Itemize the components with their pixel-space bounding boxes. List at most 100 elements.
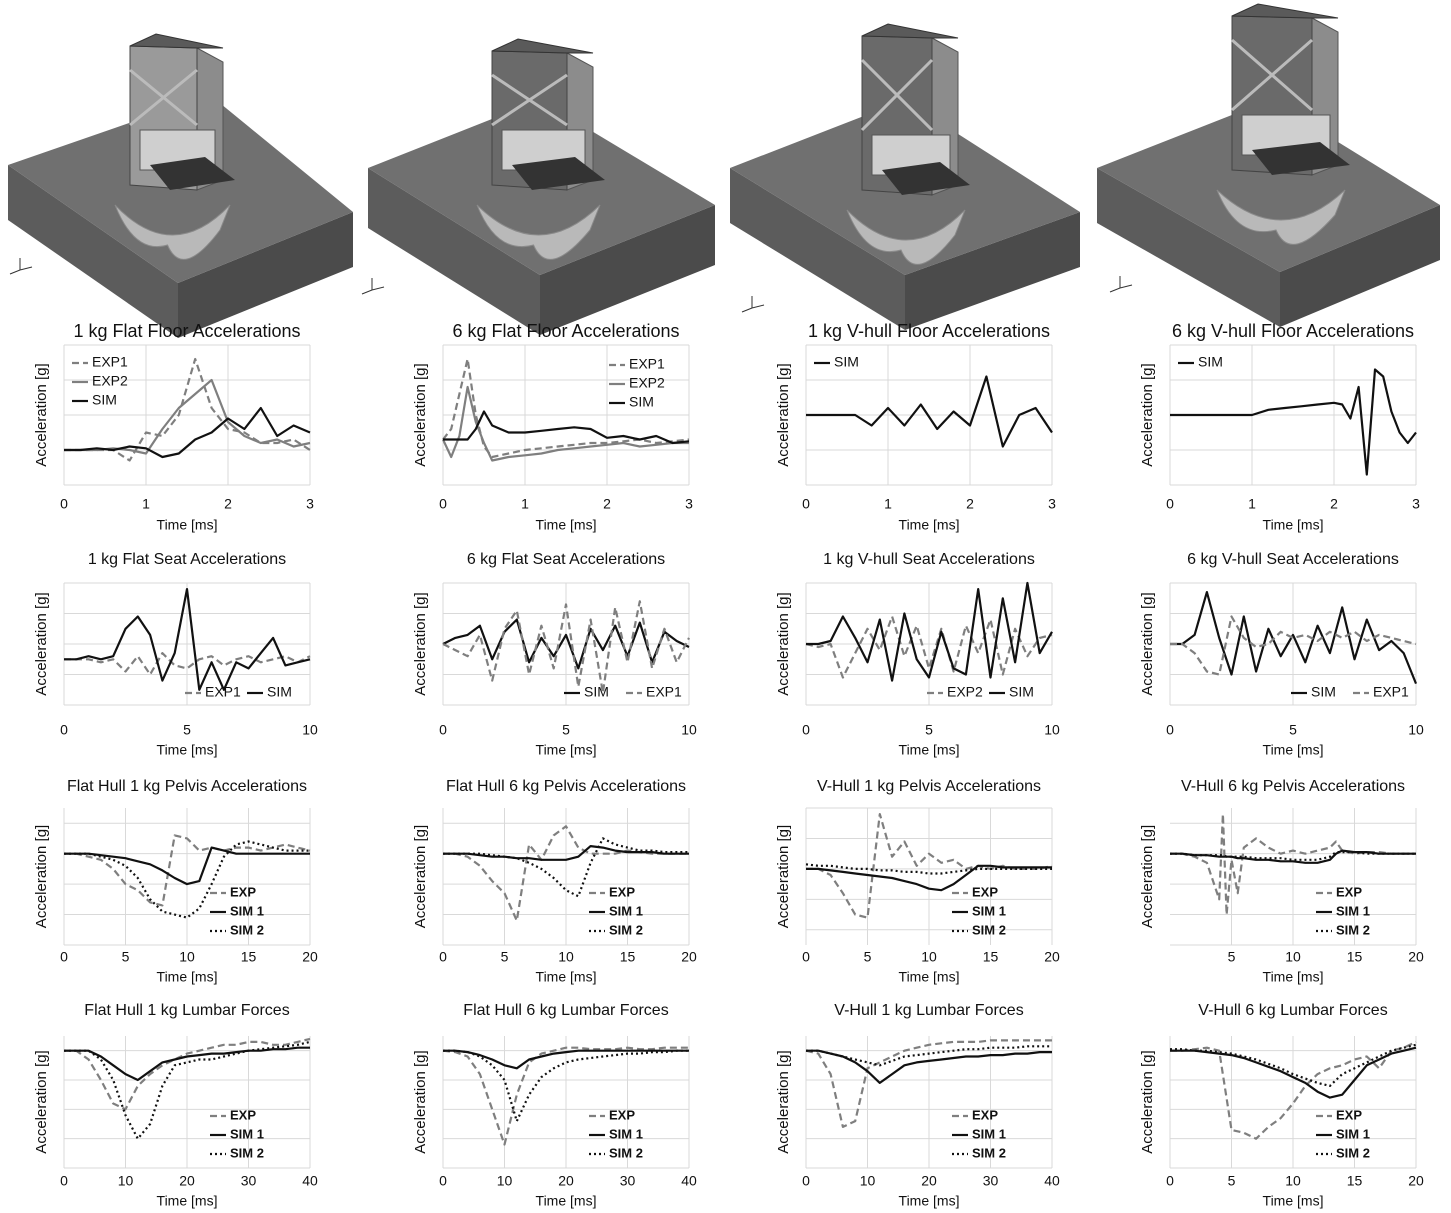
chart-title: V-Hull 6 kg Lumbar Forces — [1198, 1002, 1387, 1019]
legend-label: SIM 1 — [609, 903, 643, 918]
x-tick-label: 10 — [1044, 722, 1060, 738]
legend-label: SIM 2 — [609, 922, 643, 937]
render — [8, 34, 353, 338]
x-tick-label: 5 — [864, 949, 872, 965]
x-tick-label: 20 — [1408, 1173, 1424, 1189]
render — [1097, 4, 1440, 327]
y-axis-title: Acceleration [g] — [775, 592, 792, 695]
legend-label: EXP1 — [646, 684, 682, 700]
x-axis-title: Time [ms] — [536, 517, 597, 533]
tower-top — [492, 39, 593, 53]
figure: 1 kg Flat Floor Accelerations0123Time [m… — [0, 0, 1451, 1213]
x-tick-label: 5 — [183, 722, 191, 738]
page: 1 kg Flat Floor Accelerations0123Time [m… — [0, 0, 1451, 1213]
x-tick-label: 30 — [620, 1173, 636, 1189]
x-tick-label: 10 — [179, 949, 195, 965]
chart: V-Hull 1 kg Pelvis Accelerations05101520… — [775, 778, 1060, 984]
render — [730, 24, 1080, 330]
x-tick-label: 10 — [497, 1173, 513, 1189]
legend-label: EXP — [972, 884, 998, 899]
legend-label: SIM 2 — [230, 922, 264, 937]
legend-label: EXP — [972, 1107, 998, 1122]
legend-label: SIM 1 — [972, 1126, 1006, 1141]
y-axis-title: Acceleration [g] — [775, 1050, 792, 1153]
x-tick-label: 20 — [302, 949, 318, 965]
legend-label: SIM — [1311, 684, 1336, 700]
legend-label: EXP2 — [92, 373, 128, 389]
x-axis-title: Time [ms] — [1263, 1193, 1324, 1209]
legend-label: SIM — [1009, 684, 1034, 700]
y-axis-title: Acceleration [g] — [775, 825, 792, 928]
triad — [1110, 288, 1120, 292]
chart-title: Flat Hull 1 kg Lumbar Forces — [84, 1002, 289, 1019]
x-tick-label: 5 — [501, 949, 509, 965]
chart-title: V-Hull 6 kg Pelvis Accelerations — [1181, 778, 1405, 795]
x-tick-label: 15 — [1347, 949, 1363, 965]
chart-title: 1 kg V-hull Floor Accelerations — [808, 321, 1050, 341]
chart-title: Flat Hull 6 kg Pelvis Accelerations — [446, 778, 686, 795]
legend-label: SIM — [834, 354, 859, 370]
render — [362, 39, 715, 335]
x-axis-title: Time [ms] — [1263, 517, 1324, 533]
legend-label: EXP1 — [205, 684, 241, 700]
chart-title: V-Hull 1 kg Pelvis Accelerations — [817, 778, 1041, 795]
chart: V-Hull 1 kg Lumbar Forces010203040Time [… — [775, 1002, 1060, 1208]
x-tick-label: 10 — [118, 1173, 134, 1189]
tower-top — [130, 34, 223, 48]
x-tick-label: 0 — [60, 1173, 68, 1189]
series-line — [806, 377, 1052, 447]
legend-label: SIM 1 — [972, 903, 1006, 918]
x-tick-label: 30 — [983, 1173, 999, 1189]
x-tick-label: 20 — [921, 1173, 937, 1189]
x-tick-label: 20 — [558, 1173, 574, 1189]
x-tick-label: 0 — [802, 949, 810, 965]
x-tick-label: 10 — [1285, 949, 1301, 965]
x-tick-label: 5 — [1228, 949, 1236, 965]
x-tick-label: 20 — [681, 949, 697, 965]
x-tick-label: 3 — [1412, 496, 1420, 512]
x-tick-label: 2 — [1330, 496, 1338, 512]
legend-label: SIM — [1198, 354, 1223, 370]
chart-title: Flat Hull 1 kg Pelvis Accelerations — [67, 778, 307, 795]
legend-label: SIM 1 — [1336, 1126, 1370, 1141]
x-tick-label: 3 — [306, 496, 314, 512]
x-tick-label: 0 — [802, 1173, 810, 1189]
chart-title: V-Hull 1 kg Lumbar Forces — [834, 1002, 1023, 1019]
chart-title: Flat Hull 6 kg Lumbar Forces — [463, 1002, 668, 1019]
x-tick-label: 0 — [439, 1173, 447, 1189]
x-axis-title: Time [ms] — [157, 1193, 218, 1209]
legend-label: EXP — [609, 1107, 635, 1122]
x-tick-label: 30 — [241, 1173, 257, 1189]
x-tick-label: 0 — [439, 722, 447, 738]
x-tick-label: 20 — [1044, 949, 1060, 965]
legend-label: SIM 2 — [1336, 922, 1370, 937]
x-tick-label: 3 — [1048, 496, 1056, 512]
x-axis-title: Time [ms] — [157, 742, 218, 758]
x-tick-label: 15 — [620, 949, 636, 965]
x-tick-label: 0 — [802, 496, 810, 512]
x-tick-label: 0 — [439, 949, 447, 965]
chart-title: 6 kg Flat Floor Accelerations — [452, 321, 679, 341]
x-tick-label: 10 — [1408, 722, 1424, 738]
y-axis-title: Acceleration [g] — [412, 363, 429, 466]
series-line — [1170, 370, 1416, 475]
x-tick-label: 2 — [224, 496, 232, 512]
y-axis-title: Acceleration [g] — [33, 363, 50, 466]
y-axis-title: Acceleration [g] — [412, 592, 429, 695]
x-axis-title: Time [ms] — [157, 517, 218, 533]
x-axis-title: Time [ms] — [536, 1193, 597, 1209]
tower-top — [1232, 4, 1338, 18]
x-axis-title: Time [ms] — [899, 742, 960, 758]
y-axis-title: Acceleration [g] — [775, 363, 792, 466]
x-tick-label: 0 — [60, 496, 68, 512]
legend-label: EXP — [230, 884, 256, 899]
legend-label: EXP1 — [1373, 684, 1409, 700]
x-tick-label: 15 — [241, 949, 257, 965]
x-tick-label: 1 — [884, 496, 892, 512]
x-tick-label: 20 — [1408, 949, 1424, 965]
